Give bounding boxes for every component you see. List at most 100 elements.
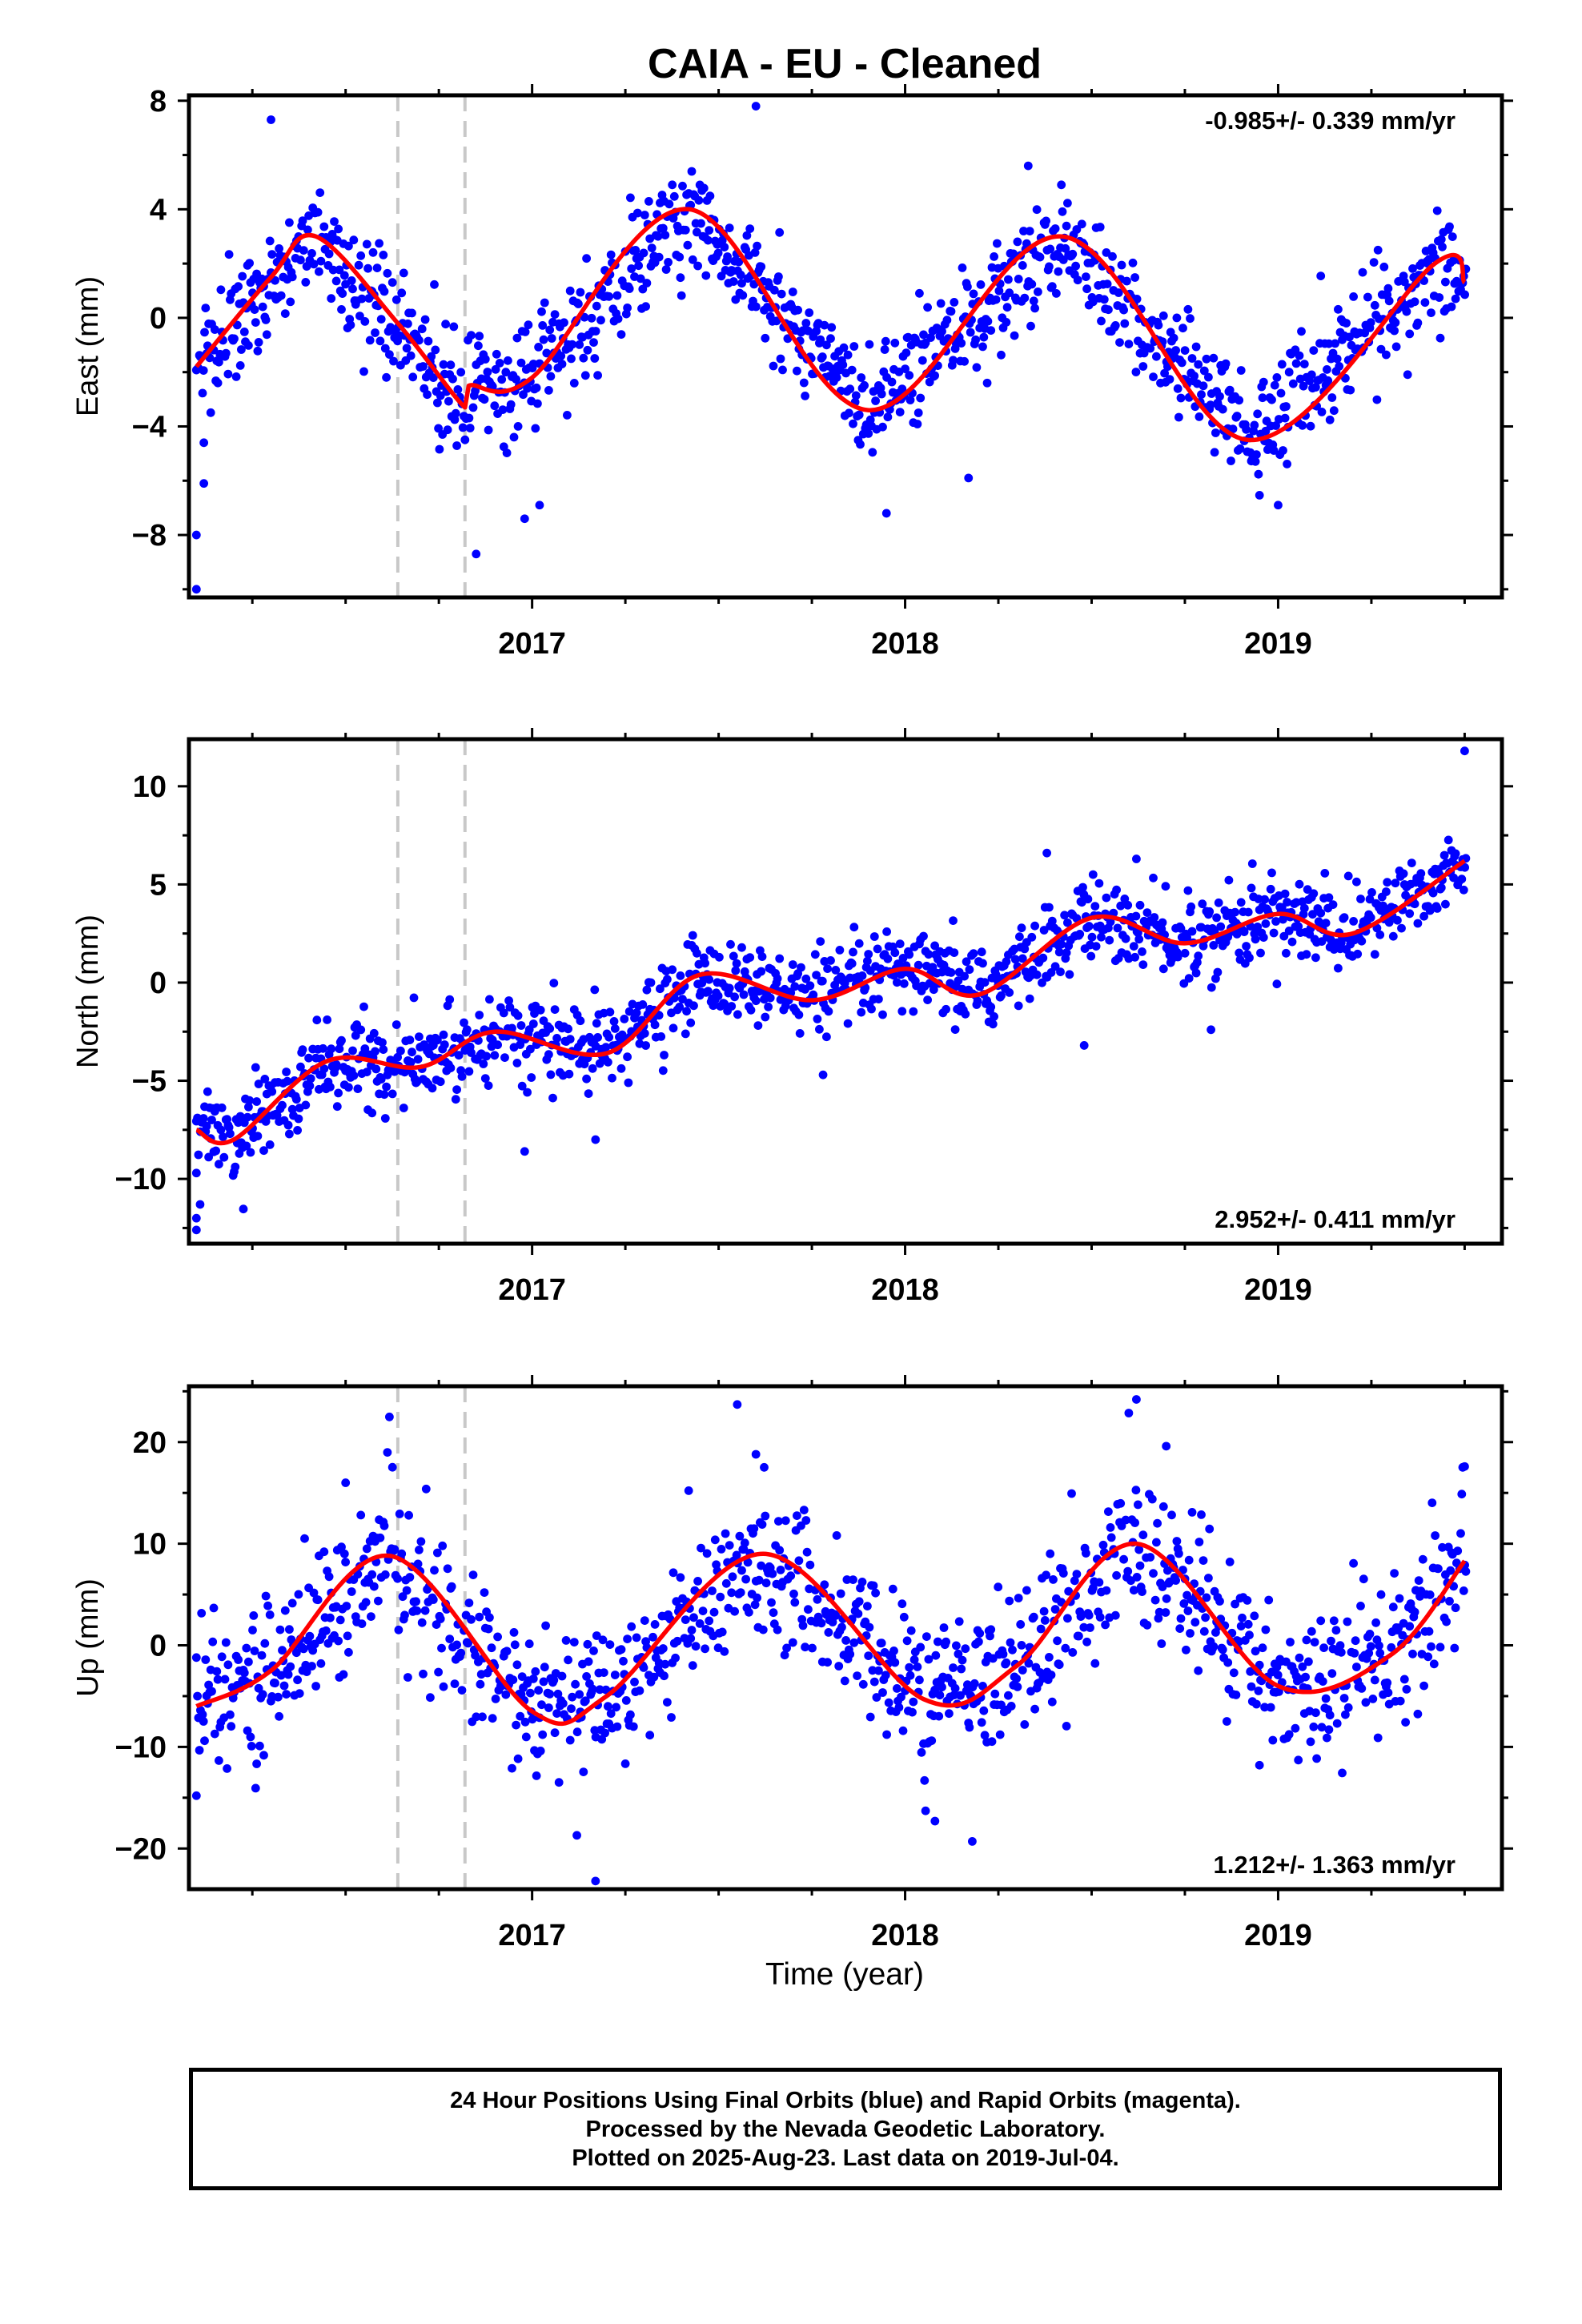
data-point — [307, 249, 316, 258]
data-point — [745, 224, 755, 233]
data-point — [761, 1012, 770, 1022]
data-point — [869, 1677, 879, 1687]
data-point — [1255, 1660, 1264, 1670]
data-point — [1343, 1703, 1353, 1712]
data-point — [978, 959, 987, 968]
data-point — [741, 1574, 750, 1584]
data-point — [287, 272, 297, 282]
data-point — [1195, 1538, 1204, 1546]
data-point — [1158, 918, 1167, 927]
data-point — [1364, 1648, 1374, 1658]
data-point — [697, 1543, 705, 1553]
data-point — [419, 362, 428, 371]
data-point — [962, 957, 971, 967]
data-point — [1413, 318, 1423, 328]
data-point — [423, 390, 432, 400]
data-point — [202, 1121, 211, 1131]
data-point — [799, 378, 809, 388]
data-point — [552, 1709, 561, 1719]
data-point — [1256, 948, 1265, 958]
data-point — [890, 948, 900, 958]
data-point — [1027, 279, 1037, 289]
data-point — [874, 995, 883, 1003]
data-point — [853, 1671, 861, 1681]
data-point — [191, 1168, 201, 1178]
north-data-points — [191, 746, 1471, 1235]
data-point — [1124, 340, 1134, 348]
data-point — [1372, 395, 1382, 404]
data-point — [365, 336, 375, 345]
data-point — [1276, 388, 1286, 398]
data-point — [344, 241, 353, 251]
data-point — [926, 333, 935, 342]
data-point — [1131, 1486, 1141, 1495]
data-point — [261, 1591, 271, 1601]
data-point — [405, 1035, 415, 1044]
data-point — [847, 959, 857, 968]
data-point — [793, 305, 802, 315]
up-data-points — [191, 1395, 1471, 1886]
data-point — [589, 338, 598, 347]
data-point — [261, 316, 271, 324]
data-point — [520, 1147, 529, 1156]
data-point — [1327, 1636, 1335, 1646]
data-point — [235, 1112, 245, 1121]
data-point — [769, 361, 778, 371]
data-point — [794, 1010, 804, 1019]
data-point — [906, 1626, 916, 1635]
data-point — [331, 1059, 341, 1069]
data-point — [395, 1510, 404, 1518]
up-axis-label: Up (mm) — [71, 1578, 105, 1697]
data-point — [1460, 862, 1469, 872]
data-point — [1391, 342, 1401, 352]
data-point — [285, 1129, 294, 1139]
data-point — [524, 1639, 534, 1649]
data-point — [626, 1710, 635, 1719]
data-point — [1177, 358, 1186, 368]
data-point — [552, 1034, 561, 1043]
data-point — [753, 241, 761, 251]
data-point — [1094, 879, 1104, 888]
data-point — [1121, 1515, 1130, 1525]
data-point — [1116, 1498, 1126, 1508]
data-point — [575, 340, 584, 349]
data-point — [977, 1718, 986, 1727]
data-point — [1078, 883, 1087, 892]
data-point — [1121, 934, 1130, 943]
data-point — [569, 1638, 579, 1647]
data-point — [206, 408, 215, 417]
data-point — [1254, 895, 1263, 903]
data-point — [971, 335, 980, 344]
data-point — [658, 1644, 668, 1653]
data-point — [1432, 206, 1442, 215]
data-point — [745, 1607, 753, 1617]
data-point — [717, 1545, 726, 1554]
data-point — [720, 999, 729, 1008]
data-point — [663, 1698, 672, 1707]
data-point — [1002, 318, 1011, 327]
data-point — [204, 1680, 213, 1690]
data-point — [554, 1778, 564, 1787]
data-point — [641, 1041, 650, 1050]
data-point — [252, 1097, 261, 1106]
data-point — [929, 985, 938, 995]
data-point — [1223, 1717, 1231, 1726]
data-point — [1131, 368, 1141, 376]
data-point — [353, 1084, 363, 1093]
data-point — [593, 1033, 602, 1042]
data-point — [276, 291, 286, 300]
data-point — [234, 1655, 243, 1664]
data-point — [630, 1677, 639, 1687]
data-point — [693, 261, 702, 271]
data-point — [1135, 1561, 1145, 1570]
data-point — [1216, 922, 1226, 931]
data-point — [428, 373, 438, 382]
data-point — [1261, 919, 1271, 928]
data-point — [1119, 1554, 1128, 1564]
data-point — [1119, 305, 1128, 315]
data-point — [1179, 1599, 1189, 1608]
data-point — [950, 298, 959, 307]
data-point — [963, 282, 972, 292]
data-point — [508, 1763, 516, 1773]
data-point — [332, 1102, 342, 1112]
